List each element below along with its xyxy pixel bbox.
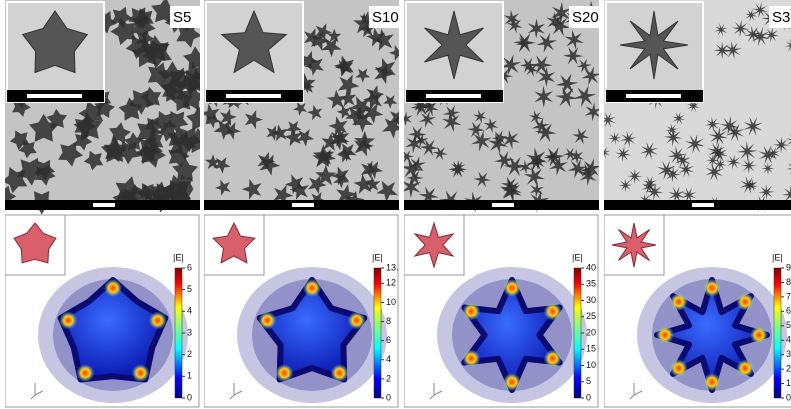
colorbar-tick-label: 10 [386,297,396,307]
colorbar-tick-label: 6 [187,262,192,272]
hot-spot [104,279,122,297]
hot-spot [149,312,167,330]
colorbar [175,268,182,398]
hot-spot [303,279,321,297]
colorbar-tick-label: 0 [586,392,591,402]
colorbar [374,268,381,398]
colorbar-tick-label: 9 [786,262,791,272]
sample-label: S30 [772,9,791,26]
colorbar-tick-label: 5 [786,320,791,330]
colorbar-tick-label: 40 [586,262,596,272]
panel: S20 |E| 0 5 10 15 20 25 30 35 40 [399,0,602,407]
colorbar-tick-label: 0 [386,392,391,402]
scale-bar [692,203,714,207]
colorbar-tick-label: 6 [786,306,791,316]
hot-spot [670,359,688,377]
colorbar-title: |E| [372,252,383,262]
colorbar-tick-label: 0 [187,392,192,402]
hot-spot [656,326,674,344]
colorbar-tick-label: 15 [586,344,596,354]
hot-spot [258,311,276,329]
hot-spot [750,326,768,344]
colorbar-tick-label: 12 [386,278,396,288]
colorbar-tick-label: 4 [786,335,791,345]
colorbar [774,268,781,398]
colorbar-tick-label: 1 [786,378,791,388]
hot-spot [736,359,754,377]
colorbar-tick-label: 2 [786,363,791,373]
colorbar-tick-label: 20 [586,327,596,337]
inset-scale-bar [27,94,82,98]
colorbar-tick-label: 5 [187,284,192,294]
colorbar-tick-label: 1 [187,371,192,381]
hot-spot [275,364,293,382]
colorbar-tick-label: 4 [187,306,192,316]
colorbar-title: |E| [772,252,783,262]
colorbar-tick-label: 35 [586,279,596,289]
hot-spot [348,312,366,330]
inset-particle [620,11,688,79]
inset-scale-bar [626,94,681,98]
figure: S5|E|0123456S10|E|02468101213.6S20|E|051… [0,0,791,409]
sample-label: S20 [572,9,599,26]
colorbar-tick-label: 10 [586,360,596,370]
hot-spot [670,293,688,311]
hot-spot [503,279,521,297]
hot-spot [59,311,77,329]
colorbar-tick-label: 2 [187,349,192,359]
page: {"panels": [ {"label": "S5", "colorbar":… [0,0,791,409]
inset-scale-bar [426,94,481,98]
colorbar-tick-label: 25 [586,311,596,321]
scale-bar [292,203,314,207]
hot-spot [736,293,754,311]
inset-scale-bar [226,94,281,98]
hot-spot [544,350,562,368]
colorbar-tick-label: 30 [586,295,596,305]
model [612,223,656,267]
colorbar-tick-label: 8 [386,316,391,326]
colorbar-tick-label: 3 [187,327,192,337]
scale-bar [492,203,514,207]
colorbar-title: |E| [173,252,184,262]
hot-spot [462,302,480,320]
sample-label: S5 [173,9,191,26]
colorbar-tick-label: 8 [786,277,791,287]
panel: S10 |E| 0 2 4 6 8 10 12 13.6 [200,0,408,407]
hot-spot [703,279,721,297]
colorbar-tick-label: 0 [786,392,791,402]
colorbar-tick-label: 4 [386,354,391,364]
colorbar-tick-label: 2 [386,373,391,383]
hot-spot [503,373,521,391]
colorbar-tick-label: 13.6 [386,262,404,272]
sample-label: S10 [372,9,399,26]
hot-spot [544,303,562,321]
hot-spot [703,373,721,391]
panel: S30 |E| 0 1 2 3 4 5 6 7 8 9 [598,0,791,407]
hot-spot [331,364,349,382]
colorbar-title: |E| [572,252,583,262]
hot-spot [76,364,94,382]
hot-spot [462,349,480,367]
colorbar-tick-label: 3 [786,349,791,359]
colorbar-tick-label: 7 [786,291,791,301]
panel: S5 |E| 0 1 2 3 4 5 6 [0,0,212,407]
colorbar-tick-label: 5 [586,376,591,386]
colorbar-tick-label: 6 [386,335,391,345]
colorbar [574,268,581,398]
hot-spot [132,364,150,382]
scale-bar [93,203,115,207]
